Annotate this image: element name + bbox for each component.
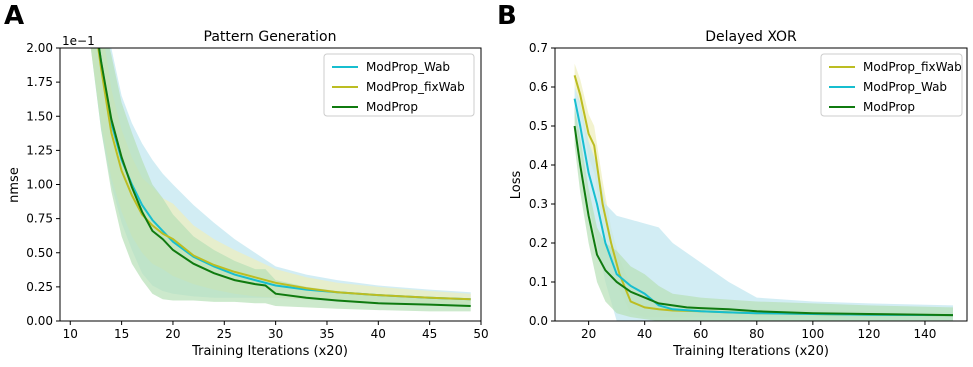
confidence-band-modprop <box>90 48 471 312</box>
x-tick-label: 20 <box>581 327 596 341</box>
x-tick-label: 80 <box>749 327 764 341</box>
x-tick-label: 50 <box>473 327 488 341</box>
y-tick-label: 2.00 <box>26 41 53 55</box>
legend-label: ModProp_fixWab <box>863 60 962 74</box>
y-tick-label: 1.75 <box>26 75 53 89</box>
x-tick-label: 120 <box>857 327 880 341</box>
x-tick-label: 25 <box>217 327 232 341</box>
panel-a: A Pattern Generation 1e−1 Training Itera… <box>4 1 489 359</box>
y-tick-label: 1.25 <box>26 143 53 157</box>
y-tick-label: 0.1 <box>529 275 548 289</box>
y-axis-label-a: nmse <box>7 167 22 203</box>
x-tick-label: 40 <box>637 327 652 341</box>
y-tick-label: 1.50 <box>26 109 53 123</box>
x-tick-label: 15 <box>114 327 129 341</box>
y-multiplier-a: 1e−1 <box>62 34 95 48</box>
panel-letter-a: A <box>4 1 24 31</box>
y-tick-label: 1.00 <box>26 178 53 192</box>
y-tick-label: 0.3 <box>529 197 548 211</box>
y-tick-label: 0.25 <box>26 280 53 294</box>
series-line-modprop <box>573 125 954 317</box>
chart-title-a: Pattern Generation <box>204 29 337 45</box>
panel-b: B Delayed XOR Training Iterations (x20) … <box>497 1 968 359</box>
x-tick-label: 30 <box>268 327 283 341</box>
y-tick-label: 0.75 <box>26 212 53 226</box>
x-tick-label: 45 <box>422 327 437 341</box>
confidence-band-modprop <box>574 106 953 321</box>
x-tick-label: 20 <box>165 327 180 341</box>
legend-label: ModProp <box>863 100 915 114</box>
y-tick-label: 0.7 <box>529 41 548 55</box>
plot-area-a: 10 15 20 25 30 35 40 45 50 0.00 0.25 0.50 0.75 1.00 1.… <box>26 41 488 341</box>
x-axis-label-a: Training Iterations (x20) <box>191 344 348 359</box>
legend: ModProp_fixWab ModProp_Wab ModProp <box>820 53 963 117</box>
y-tick-label: 0.5 <box>529 119 548 133</box>
y-tick-label: 0.0 <box>529 314 548 328</box>
series-line-modprop-fixwab <box>97 48 471 301</box>
x-tick-label: 40 <box>371 327 386 341</box>
y-tick-label: 0.2 <box>529 236 548 250</box>
series-layer <box>90 48 471 312</box>
x-tick-label: 10 <box>63 327 78 341</box>
legend: ModProp_Wab ModProp_fixWab ModProp <box>323 53 475 117</box>
y-tick-label: 0.6 <box>529 80 548 94</box>
y-tick-label: 0.50 <box>26 246 53 260</box>
legend-label: ModProp_Wab <box>366 60 450 74</box>
y-tick-label: 0.4 <box>529 158 548 172</box>
legend-label: ModProp_fixWab <box>366 80 465 94</box>
chart-title-b: Delayed XOR <box>705 29 797 45</box>
x-tick-label: 140 <box>914 327 937 341</box>
legend-frame <box>820 53 963 117</box>
y-axis-label-b: Loss <box>509 171 524 200</box>
x-tick-label: 100 <box>801 327 824 341</box>
legend-frame <box>323 53 475 117</box>
series-line-modprop <box>98 48 471 307</box>
x-tick-label: 35 <box>319 327 334 341</box>
axes-frame <box>554 47 968 322</box>
plot-area-b: 20 40 60 80 100 120 140 0.0 0.1 0.2 0.3 0.4 0.5 0.6 0.… <box>529 41 968 341</box>
legend-label: ModProp <box>366 100 418 114</box>
series-layer <box>573 63 954 321</box>
x-tick-label: 60 <box>693 327 708 341</box>
y-tick-label: 0.00 <box>26 314 53 328</box>
confidence-band-modprop-wab <box>574 87 953 321</box>
panel-letter-b: B <box>497 1 517 31</box>
legend-label: ModProp_Wab <box>863 80 947 94</box>
x-axis-label-b: Training Iterations (x20) <box>672 344 829 359</box>
